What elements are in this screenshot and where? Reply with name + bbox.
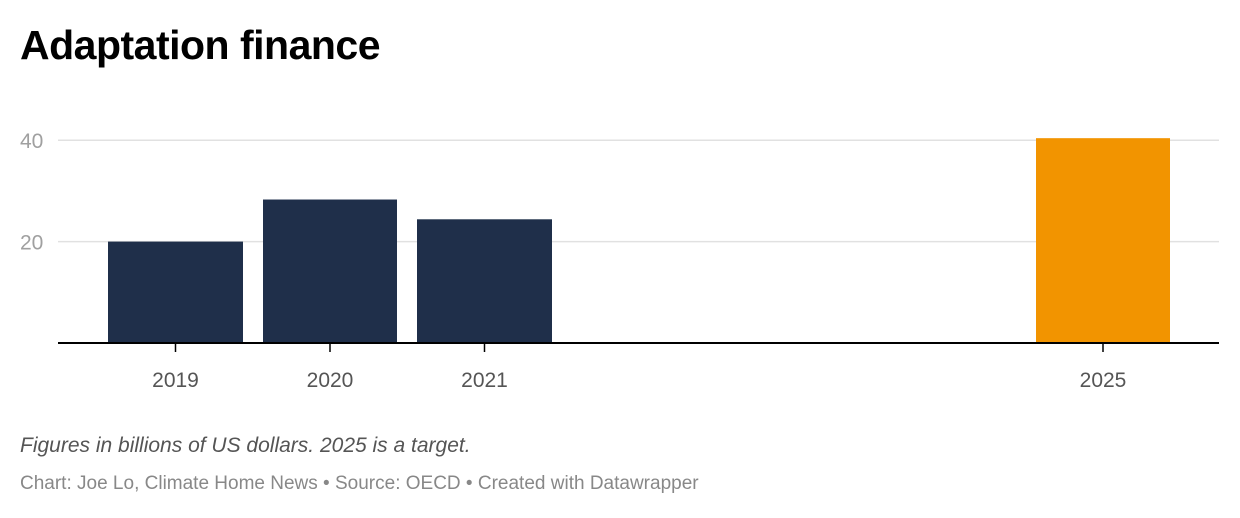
bar-2021: [417, 219, 552, 343]
x-tick-label: 2021: [461, 369, 508, 392]
bar-2025: [1036, 138, 1170, 343]
credit-source: Source: OECD: [335, 473, 461, 494]
credit-tool: Created with Datawrapper: [477, 473, 699, 494]
x-tick-label: 2025: [1080, 369, 1127, 392]
x-axis: 2019 2020 2021 2025: [58, 342, 1219, 392]
bar-2019: [108, 241, 243, 343]
chart-credits: Chart: Joe Lo, Climate Home News • Sourc…: [20, 471, 699, 497]
chart-notes: Figures in billions of US dollars. 2025 …: [20, 434, 471, 457]
x-tick-label: 2019: [152, 369, 199, 392]
y-tick-label: 20: [20, 232, 43, 255]
bar-2020: [263, 199, 397, 343]
credit-separator: •: [460, 473, 478, 494]
x-tick-label: 2020: [307, 369, 354, 392]
credit-separator: •: [317, 473, 335, 494]
y-tick-label: 40: [20, 130, 43, 153]
bars: [108, 138, 1170, 343]
gridlines: [58, 139, 1219, 243]
chart-title: Adaptation finance: [20, 22, 381, 68]
credit-author: Chart: Joe Lo, Climate Home News: [20, 473, 318, 494]
